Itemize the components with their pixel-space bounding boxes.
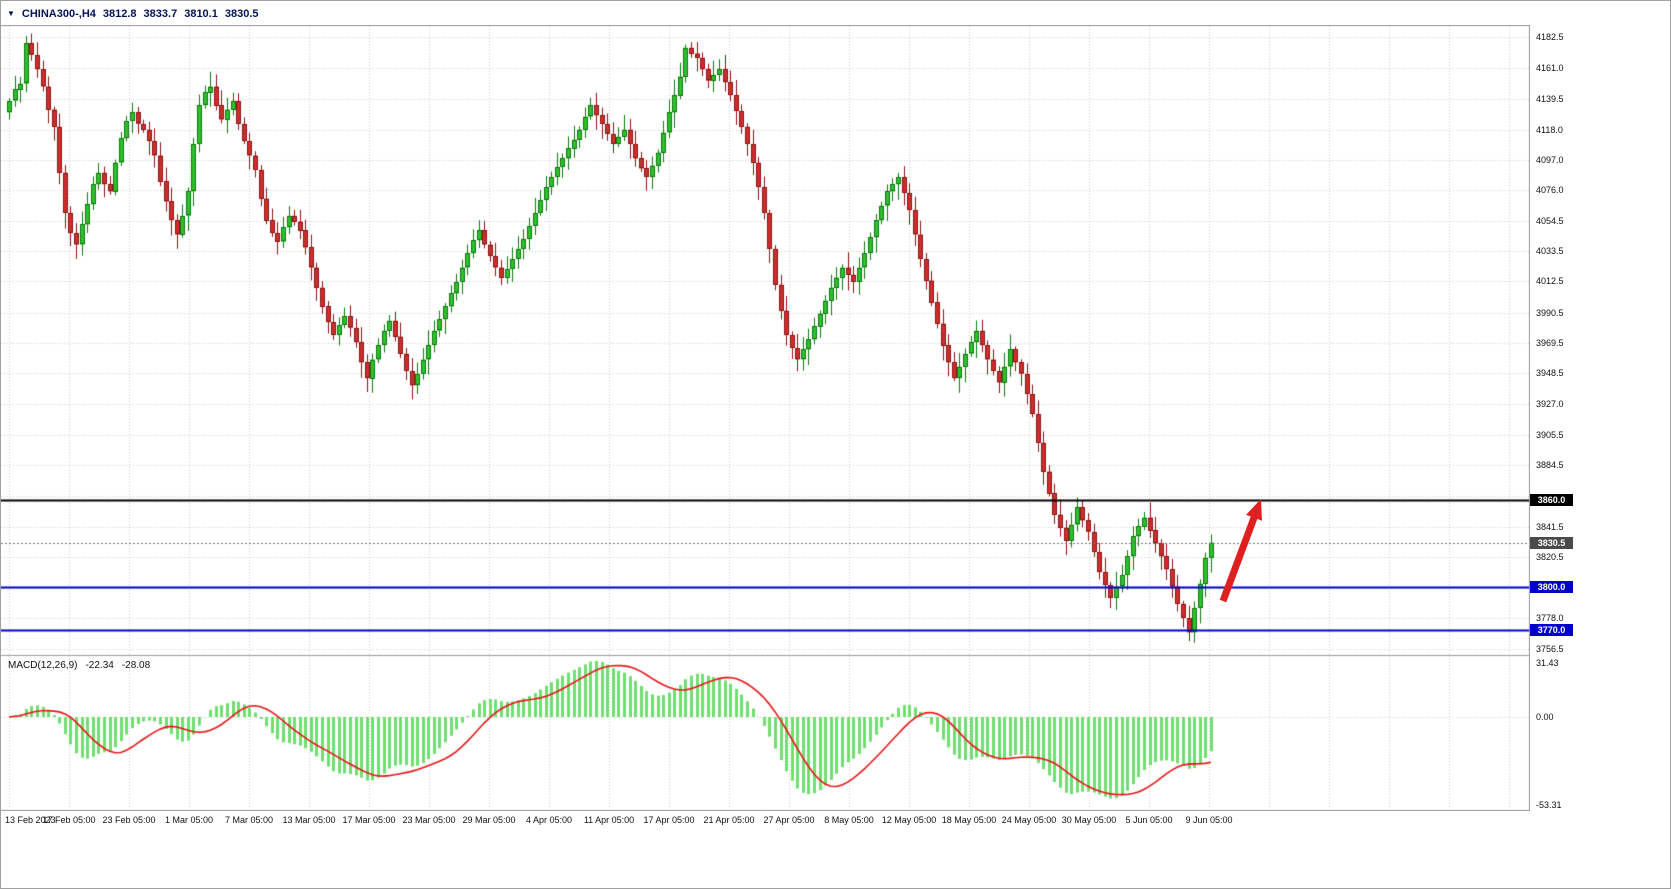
price-tick-label: 4139.5	[1536, 93, 1564, 104]
time-tick-label: 1 Mar 05:00	[164, 815, 214, 825]
time-tick-label: 17 Apr 05:00	[643, 815, 695, 825]
price-tick-label: 4097.0	[1536, 154, 1564, 165]
price-tick-label: 4054.5	[1536, 215, 1564, 226]
macd-name: MACD(12,26,9)	[8, 660, 78, 671]
time-axis[interactable]: 13 Feb 2023 17 Feb 05:00 23 Feb 05:00 1 Mar…	[1, 813, 1670, 831]
price-tick-label: 4033.5	[1536, 246, 1564, 257]
symbol-timeframe-label: CHINA300-,H4	[21, 8, 96, 20]
time-tick-label: 30 May 05:00	[1061, 815, 1117, 825]
price-tick-label: 3820.5	[1536, 552, 1564, 563]
time-tick-label: 17 Mar 05:00	[342, 815, 396, 825]
price-level-badge: 3770.0	[1530, 623, 1573, 636]
quote-low: 3810.1	[184, 8, 218, 20]
time-tick-label: 23 Feb 05:00	[102, 815, 156, 825]
price-chart-canvas[interactable]	[1, 25, 1530, 811]
price-tick-label: 3948.5	[1536, 368, 1564, 379]
price-tick-label: 3884.5	[1536, 460, 1564, 471]
quote-open: 3812.8	[102, 8, 137, 20]
price-tick-label: 4076.0	[1536, 185, 1564, 195]
quote-high: 3833.7	[143, 8, 178, 20]
trend-arrow-annotation[interactable]	[1209, 485, 1275, 615]
macd-indicator-label: MACD(12,26,9) -22.34 -28.08	[8, 660, 150, 671]
price-tick-label: 3756.5	[1536, 644, 1564, 654]
price-tick-label: 4161.0	[1536, 62, 1564, 73]
price-tick-label: 3841.5	[1536, 521, 1564, 532]
price-tick-label: 3927.0	[1536, 399, 1564, 410]
quote-bar: ▼ CHINA300-,H4 3812.8 3833.7 3810.1 3830…	[7, 6, 259, 22]
macd-signal-value: -28.08	[121, 660, 151, 671]
time-tick-label: 11 Apr 05:00	[583, 815, 635, 825]
time-tick-label: 24 May 05:00	[1001, 815, 1057, 825]
macd-axis-label: 0.00	[1536, 712, 1554, 722]
price-tick-label: 4118.0	[1536, 124, 1563, 135]
price-axis[interactable]: 4182.5 4161.0 4139.5 4118.0 4097.0 4076.0 4054…	[1530, 25, 1670, 811]
time-tick-label: 4 Apr 05:00	[525, 815, 573, 825]
time-tick-label: 8 May 05:00	[824, 815, 874, 825]
macd-axis-label: 31.43	[1536, 658, 1559, 668]
price-tick-label: 3778.0	[1536, 613, 1564, 624]
price-level-badge: 3860.0	[1530, 494, 1573, 507]
time-tick-label: 17 Feb 05:00	[42, 815, 96, 825]
time-tick-label: 5 Jun 05:00	[1125, 815, 1173, 825]
price-tick-label: 4182.5	[1536, 32, 1564, 42]
symbol-marker-icon: ▼	[7, 9, 15, 18]
time-tick-label: 12 May 05:00	[881, 815, 937, 825]
macd-axis-label: -53.31	[1536, 800, 1562, 810]
time-tick-label: 18 May 05:00	[941, 815, 997, 825]
time-tick-label: 27 Apr 05:00	[763, 815, 815, 825]
time-tick-label: 21 Apr 05:00	[703, 815, 755, 825]
time-tick-label: 13 Feb 2023	[5, 815, 56, 825]
price-tick-label: 4012.5	[1536, 276, 1564, 287]
time-tick-label: 9 Jun 05:00	[1185, 815, 1233, 825]
price-level-badge: 3830.5	[1530, 536, 1573, 549]
time-tick-label: 23 Mar 05:00	[402, 815, 456, 825]
time-tick-label: 13 Mar 05:00	[282, 815, 336, 825]
time-tick-label: 29 Mar 05:00	[462, 815, 516, 825]
quote-close: 3830.5	[224, 8, 259, 20]
price-tick-label: 3905.5	[1536, 429, 1564, 440]
price-tick-label: 3969.5	[1536, 338, 1564, 348]
price-tick-label: 3990.5	[1536, 307, 1564, 318]
time-tick-label: 7 Mar 05:00	[224, 815, 274, 825]
price-level-badge: 3800.0	[1530, 580, 1573, 593]
macd-main-value: -22.34	[85, 660, 114, 671]
